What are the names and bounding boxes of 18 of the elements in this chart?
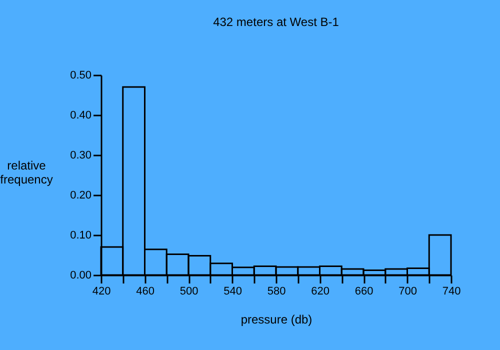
chart-title: 432 meters at West B-1: [213, 15, 340, 29]
x-tick-label: 500: [180, 286, 198, 298]
y-tick-label: 0.40: [70, 110, 92, 122]
x-tick-label: 740: [442, 286, 461, 298]
y-tick-label: 0.00: [70, 270, 92, 282]
x-tick-label: 660: [354, 286, 374, 298]
x-tick-label: 620: [311, 286, 330, 298]
y-axis-title: relative frequency: [0, 158, 53, 186]
x-tick-label: 700: [398, 286, 417, 298]
x-tick-label: 540: [224, 286, 242, 298]
x-tick-label: 580: [267, 286, 286, 298]
x-tick-label: 460: [136, 286, 154, 298]
x-axis-title: pressure (db): [240, 312, 312, 326]
y-tick-label: 0.50: [70, 70, 92, 82]
y-tick-label: 0.30: [70, 150, 92, 162]
y-tick-label: 0.20: [70, 190, 92, 202]
x-tick-label: 420: [92, 286, 111, 298]
y-tick-label: 0.10: [70, 230, 92, 242]
